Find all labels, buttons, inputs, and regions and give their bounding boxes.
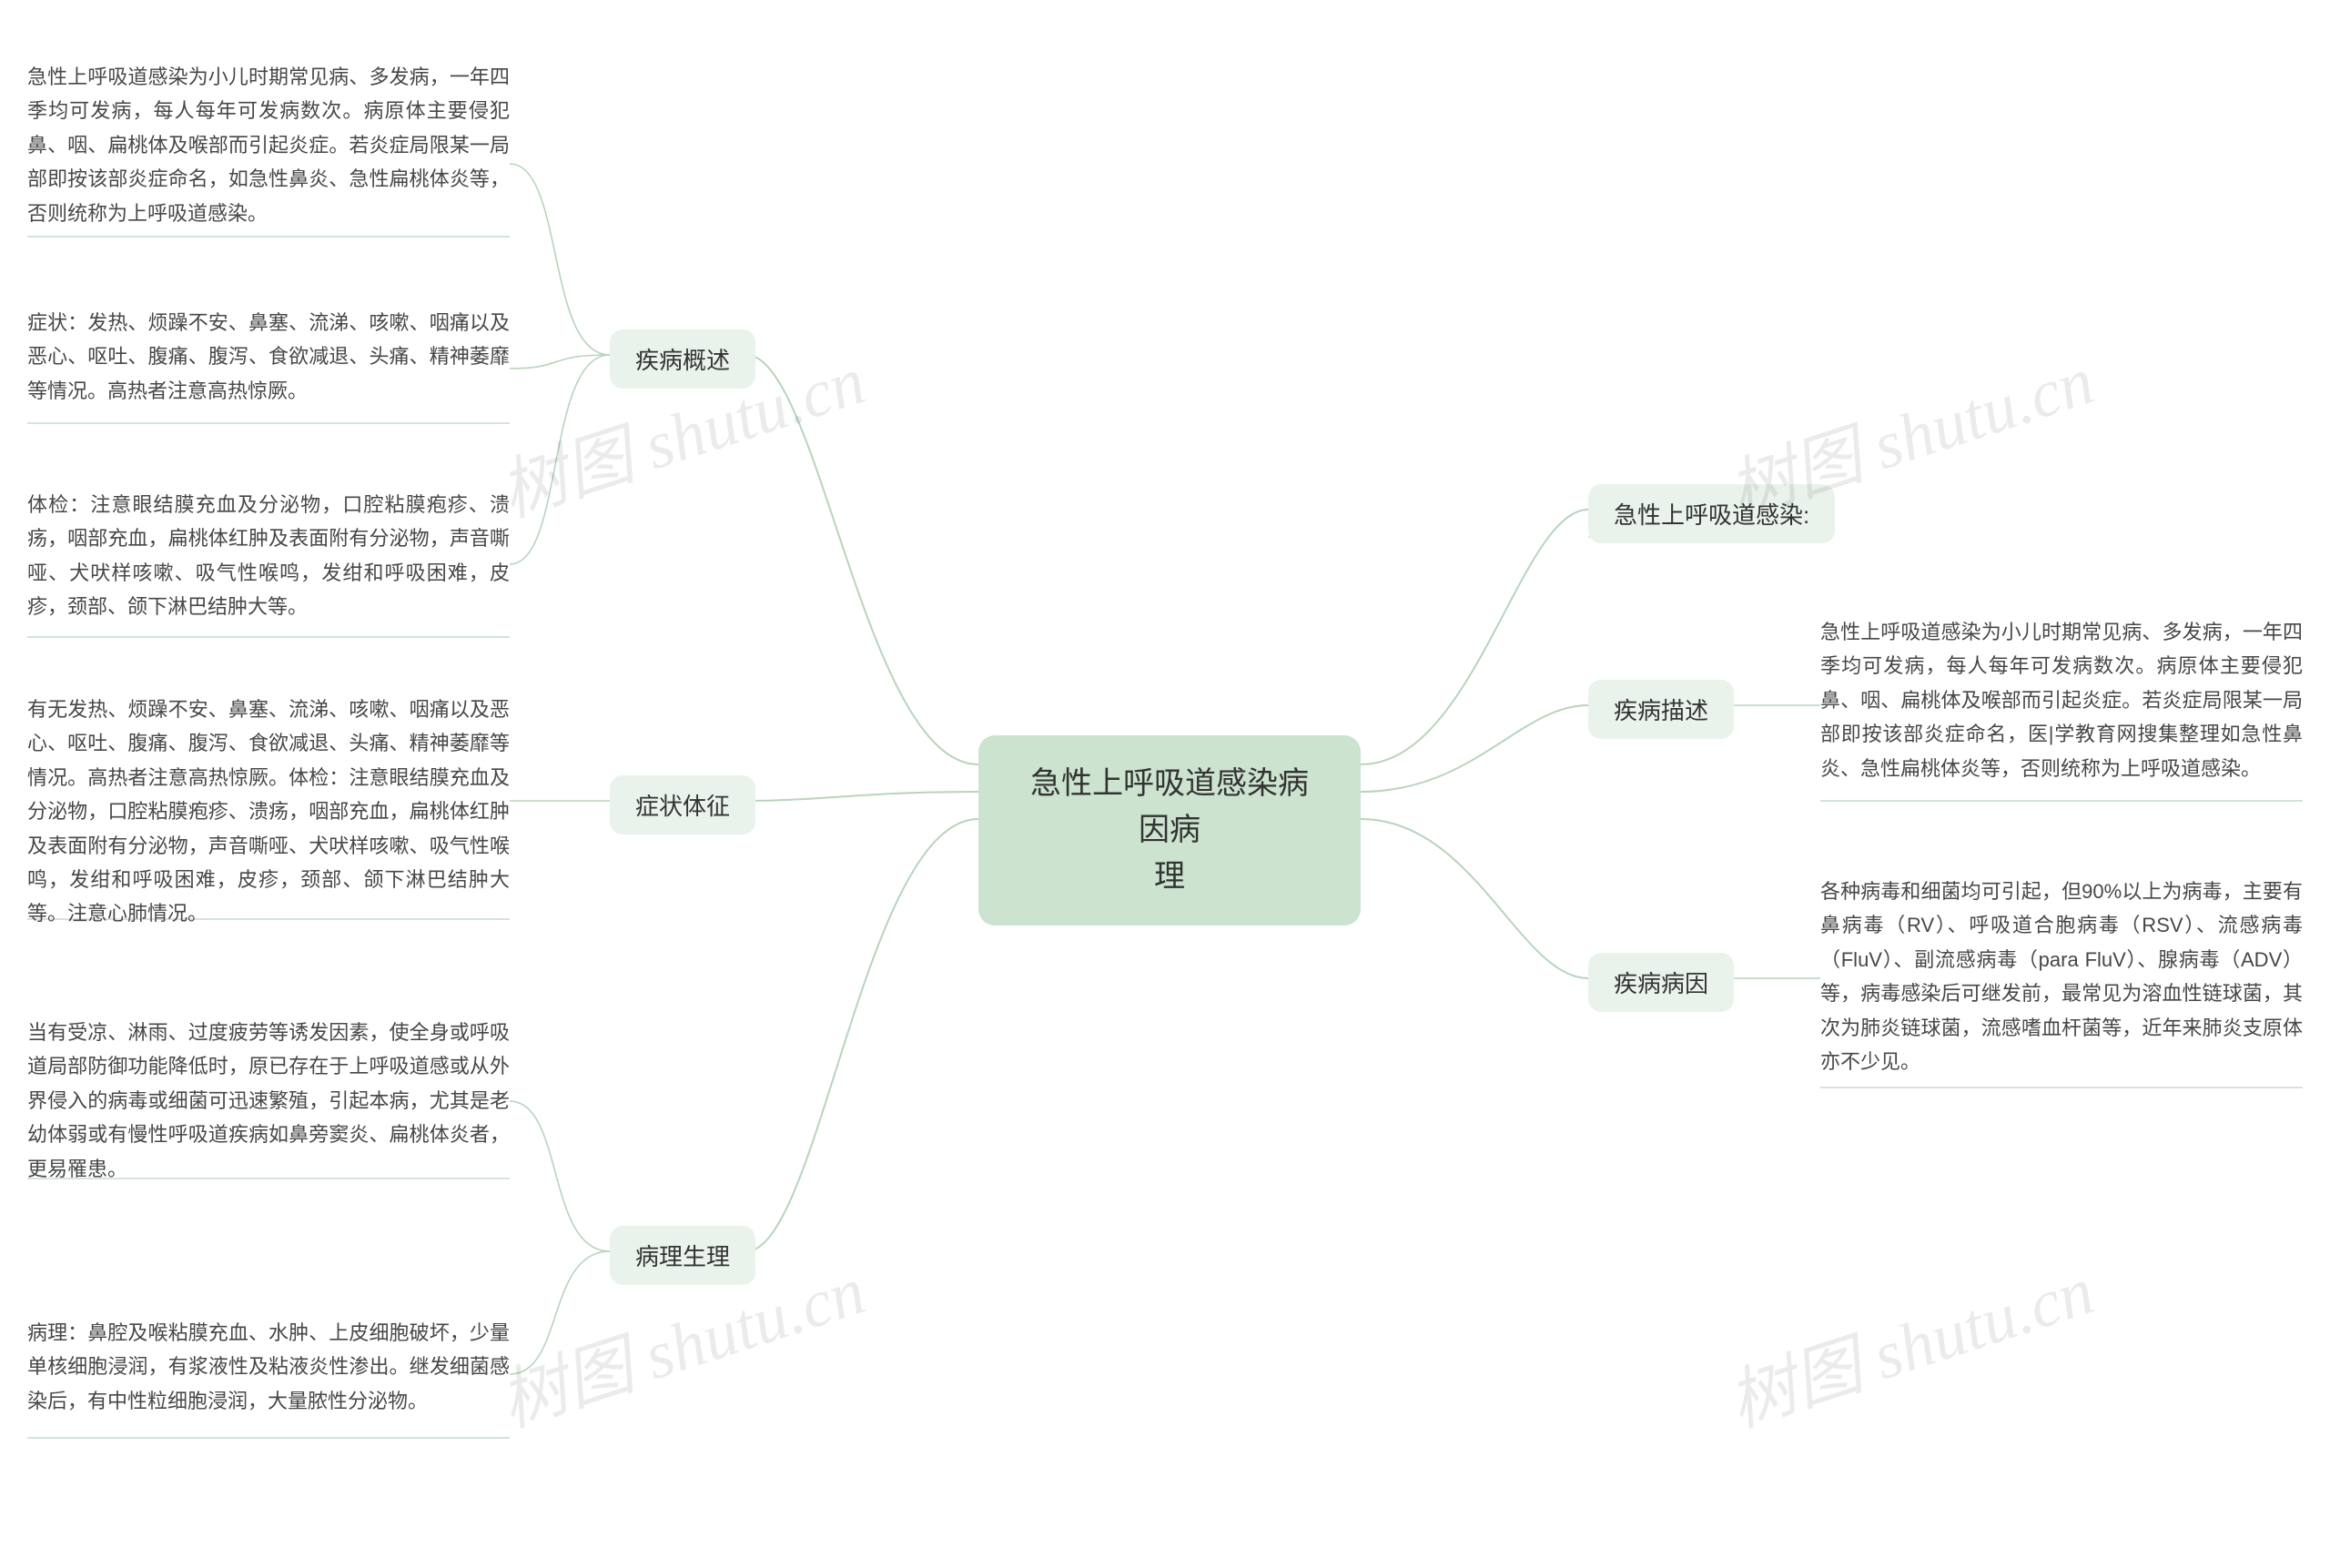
leaf-description-0: 急性上呼吸道感染为小儿时期常见病、多发病，一年四季均可发病，每人每年可发病数次。… [1820, 610, 2303, 791]
branch-pathology-label: 病理生理 [635, 1243, 730, 1270]
leaf-overview-1: 症状：发热、烦躁不安、鼻塞、流涕、咳嗽、咽痛以及恶心、呕吐、腹痛、腹泻、食欲减退… [27, 300, 510, 413]
branch-overview-label: 疾病概述 [635, 347, 730, 374]
center-label-2: 理 [1154, 859, 1185, 894]
branch-title2[interactable]: 急性上呼吸道感染: [1588, 484, 1835, 543]
branch-title2-label: 急性上呼吸道感染: [1614, 501, 1809, 529]
leaf-symptoms-0: 有无发热、烦躁不安、鼻塞、流涕、咳嗽、咽痛以及恶心、呕吐、腹痛、腹泻、食欲减退、… [27, 687, 510, 936]
branch-symptoms-label: 症状体征 [635, 793, 730, 820]
leaf-overview-0: 急性上呼吸道感染为小儿时期常见病、多发病，一年四季均可发病，每人每年可发病数次。… [27, 55, 510, 236]
center-label-1: 急性上呼吸道感染病因病 [1030, 766, 1309, 847]
branch-cause-label: 疾病病因 [1614, 970, 1708, 997]
branch-description[interactable]: 疾病描述 [1588, 680, 1734, 739]
branch-description-label: 疾病描述 [1614, 697, 1708, 724]
branch-cause[interactable]: 疾病病因 [1588, 953, 1734, 1012]
branch-overview[interactable]: 疾病概述 [610, 329, 755, 389]
leaf-pathology-0: 当有受凉、淋雨、过度疲劳等诱发因素，使全身或呼吸道局部防御功能降低时，原已存在于… [27, 1010, 510, 1191]
center-node: 急性上呼吸道感染病因病 理 [978, 735, 1361, 926]
watermark: 树图 shutu.cn [1715, 1236, 2104, 1445]
branch-symptoms[interactable]: 症状体征 [610, 775, 755, 835]
leaf-cause-0: 各种病毒和细菌均可引起，但90%以上为病毒，主要有鼻病毒（RV）、呼吸道合胞病毒… [1820, 869, 2303, 1084]
leaf-pathology-1: 病理：鼻腔及喉粘膜充血、水肿、上皮细胞破坏，少量单核细胞浸润，有浆液性及粘液炎性… [27, 1310, 510, 1423]
leaf-overview-2: 体检：注意眼结膜充血及分泌物，口腔粘膜疱疹、溃疡，咽部充血，扁桃体红肿及表面附有… [27, 482, 510, 630]
branch-pathology[interactable]: 病理生理 [610, 1226, 755, 1285]
